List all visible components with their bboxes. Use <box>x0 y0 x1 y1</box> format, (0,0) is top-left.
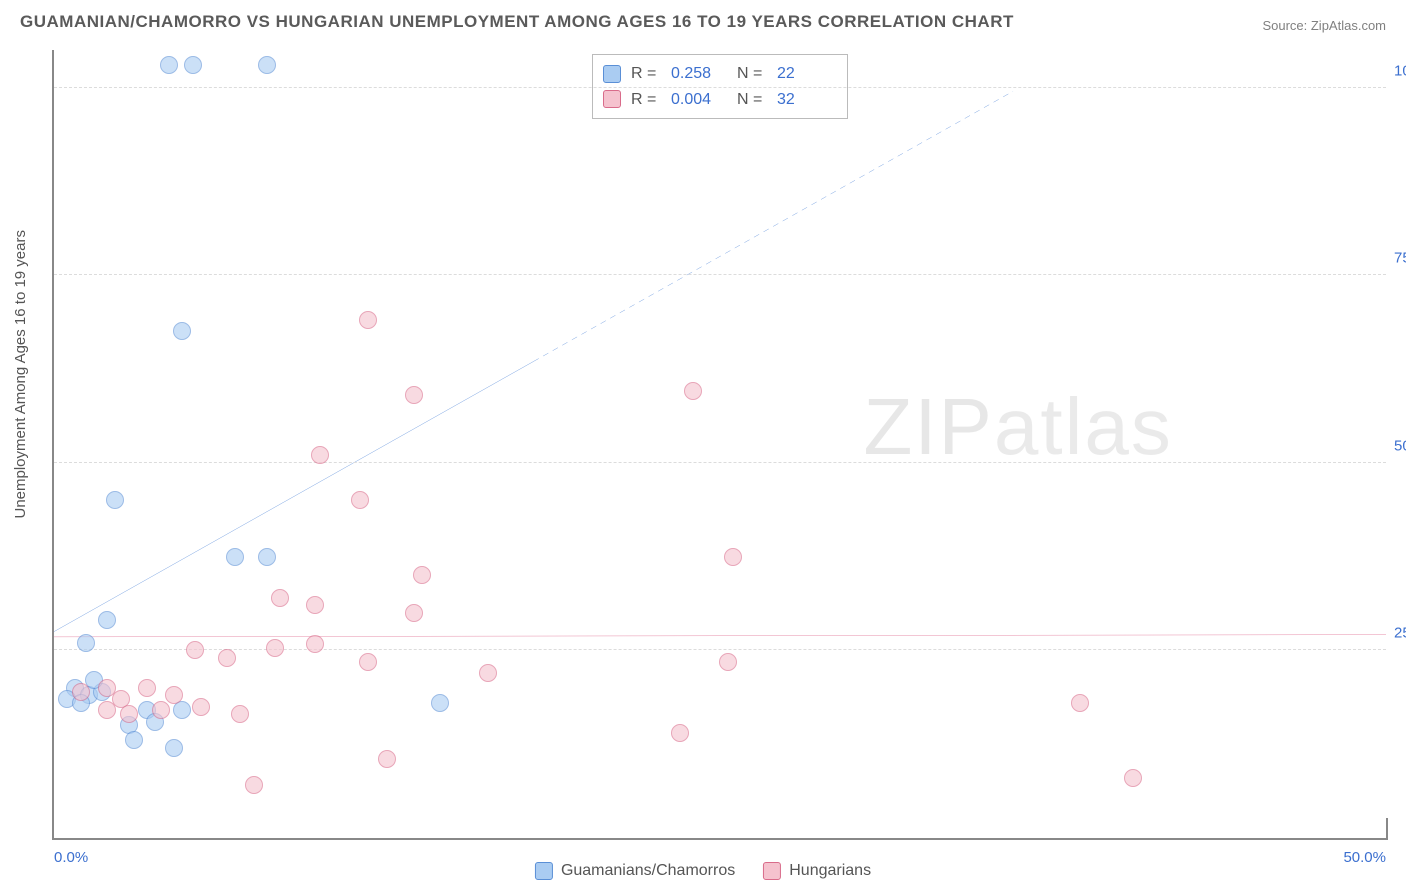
data-point-hungarians <box>192 698 210 716</box>
data-point-hungarians <box>231 705 249 723</box>
data-point-hungarians <box>719 653 737 671</box>
legend-swatch-guamanians <box>603 65 621 83</box>
data-point-hungarians <box>359 311 377 329</box>
data-point-hungarians <box>479 664 497 682</box>
n-value-guamanians: 22 <box>777 61 833 87</box>
data-point-guamanians <box>165 739 183 757</box>
plot-region: R = 0.258 N = 22 R = 0.004 N = 32 ZIPatl… <box>52 50 1386 840</box>
chart-title: GUAMANIAN/CHAMORRO VS HUNGARIAN UNEMPLOY… <box>20 12 1014 32</box>
data-point-hungarians <box>72 683 90 701</box>
data-point-hungarians <box>724 548 742 566</box>
data-point-guamanians <box>125 731 143 749</box>
data-point-hungarians <box>1124 769 1142 787</box>
data-point-guamanians <box>106 491 124 509</box>
data-point-guamanians <box>98 611 116 629</box>
data-point-hungarians <box>98 701 116 719</box>
r-value-guamanians: 0.258 <box>671 61 727 87</box>
data-point-hungarians <box>152 701 170 719</box>
data-point-guamanians <box>258 548 276 566</box>
y-tick-label: 50.0% <box>1394 437 1406 454</box>
legend-swatch-hungarians <box>603 90 621 108</box>
r-value-hungarians: 0.004 <box>671 87 727 113</box>
y-axis-label-wrap: Unemployment Among Ages 16 to 19 years <box>12 0 29 230</box>
legend-swatch-hungarians-icon <box>763 862 781 880</box>
data-point-guamanians <box>160 56 178 74</box>
data-point-hungarians <box>271 589 289 607</box>
data-point-hungarians <box>245 776 263 794</box>
data-point-guamanians <box>226 548 244 566</box>
data-point-hungarians <box>138 679 156 697</box>
trendline-dashed-guamanians <box>534 91 1014 361</box>
data-point-guamanians <box>258 56 276 74</box>
r-label: R = <box>631 61 661 87</box>
legend-label-guamanians: Guamanians/Chamorros <box>561 862 735 880</box>
n-value-hungarians: 32 <box>777 87 833 113</box>
data-point-hungarians <box>186 641 204 659</box>
trendlines-layer <box>54 50 1386 838</box>
source-attribution: Source: ZipAtlas.com <box>1262 18 1386 33</box>
data-point-hungarians <box>405 604 423 622</box>
x-tick-label: 0.0% <box>54 849 88 866</box>
data-point-hungarians <box>306 596 324 614</box>
data-point-guamanians <box>77 634 95 652</box>
data-point-hungarians <box>405 386 423 404</box>
legend-swatch-guamanians-icon <box>535 862 553 880</box>
r-label: R = <box>631 87 661 113</box>
y-tick-label: 25.0% <box>1394 625 1406 642</box>
trendline-hungarians <box>54 635 1386 637</box>
y-tick-label: 100.0% <box>1394 62 1406 79</box>
data-point-hungarians <box>165 686 183 704</box>
series-legend: Guamanians/Chamorros Hungarians <box>535 862 871 880</box>
legend-row-hungarians: R = 0.004 N = 32 <box>603 87 833 113</box>
data-point-guamanians <box>431 694 449 712</box>
data-point-hungarians <box>306 635 324 653</box>
gridline <box>54 462 1386 463</box>
data-point-hungarians <box>378 750 396 768</box>
data-point-hungarians <box>311 446 329 464</box>
x-tick-label: 50.0% <box>1343 849 1386 866</box>
gridline <box>54 87 1386 88</box>
n-label: N = <box>737 61 767 87</box>
gridline <box>54 649 1386 650</box>
watermark-zip: ZIP <box>863 382 993 471</box>
watermark: ZIPatlas <box>863 381 1172 473</box>
trendline-guamanians <box>54 361 534 631</box>
data-point-guamanians <box>173 322 191 340</box>
chart-area: R = 0.258 N = 22 R = 0.004 N = 32 ZIPatl… <box>52 50 1386 840</box>
y-axis-label: Unemployment Among Ages 16 to 19 years <box>12 230 29 519</box>
data-point-guamanians <box>184 56 202 74</box>
data-point-hungarians <box>684 382 702 400</box>
legend-row-guamanians: R = 0.258 N = 22 <box>603 61 833 87</box>
data-point-hungarians <box>351 491 369 509</box>
legend-item-guamanians: Guamanians/Chamorros <box>535 862 735 880</box>
gridline <box>54 274 1386 275</box>
legend-item-hungarians: Hungarians <box>763 862 871 880</box>
legend-label-hungarians: Hungarians <box>789 862 871 880</box>
data-point-hungarians <box>218 649 236 667</box>
n-label: N = <box>737 87 767 113</box>
data-point-hungarians <box>671 724 689 742</box>
data-point-hungarians <box>359 653 377 671</box>
y-tick-label: 75.0% <box>1394 250 1406 267</box>
watermark-atlas: atlas <box>994 382 1173 471</box>
data-point-hungarians <box>120 705 138 723</box>
data-point-hungarians <box>1071 694 1089 712</box>
data-point-hungarians <box>266 639 284 657</box>
data-point-hungarians <box>413 566 431 584</box>
